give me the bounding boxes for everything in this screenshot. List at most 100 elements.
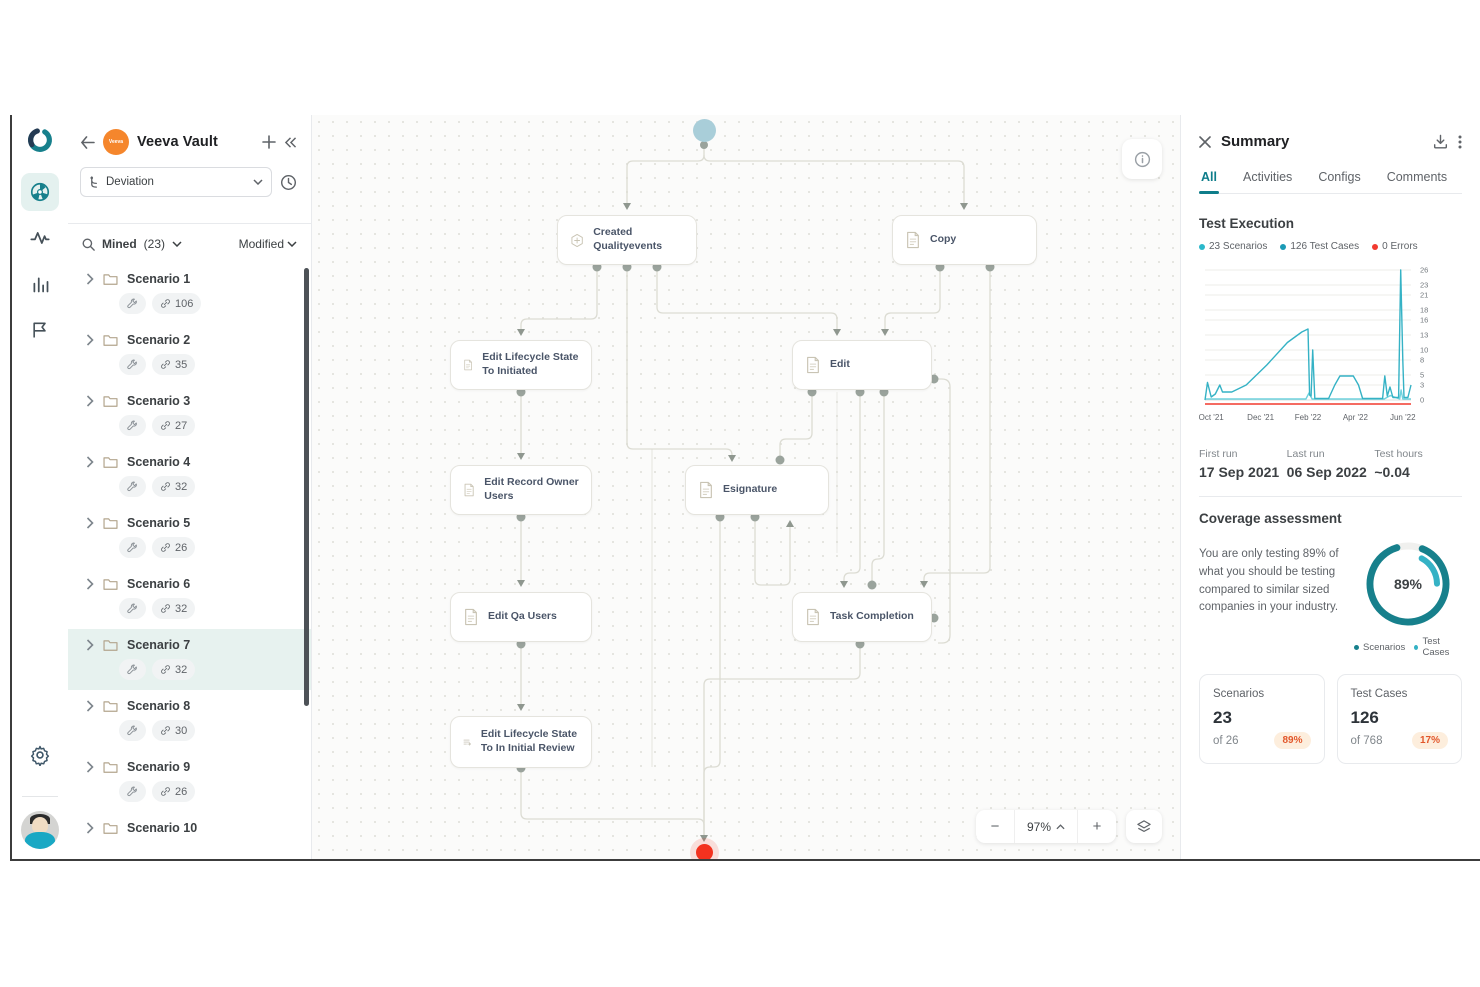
nav-flag-button[interactable] [21,311,59,349]
folder-icon [103,335,118,346]
scenario-item[interactable]: Scenario 9 26 [68,751,311,812]
process-node[interactable]: Created Qualityevents [557,215,697,265]
links-count-pill[interactable]: 27 [152,415,196,436]
add-button[interactable] [262,135,276,149]
user-avatar[interactable] [21,811,59,849]
metric-card: Scenarios 23 of 26 89% [1199,674,1325,764]
scenario-item[interactable]: Scenario 5 26 [68,507,311,568]
test-tool-pill[interactable] [119,720,146,741]
card-title: Test Cases [1350,688,1408,700]
tab-configs[interactable]: Configs [1318,170,1361,184]
zoom-level-button[interactable]: 97% [1014,810,1078,843]
process-node[interactable]: Edit [792,340,932,390]
zoom-out-button[interactable]: − [990,818,1000,835]
download-icon [1433,134,1448,149]
chevron-right-icon[interactable] [86,334,94,346]
document-icon [907,231,919,249]
links-count-pill[interactable]: 32 [152,598,196,619]
scenario-item[interactable]: Scenario 3 27 [68,385,311,446]
chevron-right-icon[interactable] [86,395,94,407]
collapse-sidebar-button[interactable] [284,136,297,148]
process-node[interactable]: Edit Record Owner Users [450,465,592,515]
scenario-item[interactable]: Scenario 8 30 [68,690,311,751]
search-icon[interactable] [82,238,95,251]
scenario-item[interactable]: Scenario 2 35 [68,324,311,385]
info-button[interactable] [1122,139,1162,179]
links-count-pill[interactable]: 35 [152,354,196,375]
nav-analytics-button[interactable] [21,265,59,303]
scenario-item[interactable]: Scenario 7 32 [68,629,311,690]
sidebar-scrollbar[interactable] [304,268,309,706]
process-node[interactable]: Copy [892,215,1037,265]
link-icon [161,299,170,308]
chevron-right-icon[interactable] [86,517,94,529]
mined-filter-count: (23) [143,237,166,251]
chevron-right-icon[interactable] [86,822,94,834]
process-node[interactable]: Task Completion [792,592,932,642]
chevron-right-icon[interactable] [86,273,94,285]
process-node[interactable]: Esignature [685,465,829,515]
chevron-right-icon[interactable] [86,700,94,712]
links-count-pill[interactable]: 106 [152,293,202,314]
links-count-pill[interactable]: 30 [152,720,196,741]
test-tool-pill[interactable] [119,659,146,680]
test-tool-pill[interactable] [119,415,146,436]
test-tool-pill[interactable] [119,537,146,558]
scenario-label: Scenario 2 [127,333,191,347]
node-label: Edit [830,358,850,371]
scenario-item[interactable]: Scenario 6 32 [68,568,311,629]
folder-icon [103,274,118,285]
process-select[interactable]: Deviation [80,167,272,197]
download-button[interactable] [1433,134,1448,149]
process-node[interactable]: Edit Qa Users [450,592,592,642]
end-node[interactable] [696,844,713,859]
chevron-right-icon[interactable] [86,761,94,773]
arrow-left-icon [80,135,95,149]
more-options-button[interactable] [1458,135,1462,149]
chevron-right-icon[interactable] [86,456,94,468]
links-count-pill[interactable]: 26 [152,537,196,558]
test-tool-pill[interactable] [119,293,146,314]
legend-dot [1280,243,1287,250]
tab-activities[interactable]: Activities [1242,170,1293,184]
tab-all[interactable]: All [1199,166,1219,194]
history-button[interactable] [280,174,297,191]
chevron-right-icon[interactable] [86,578,94,590]
chevron-up-icon [1056,823,1065,829]
process-canvas[interactable]: Created Qualityevents Copy Edit Lifecycle … [312,115,1180,859]
test-tool-pill[interactable] [119,598,146,619]
chevron-down-icon[interactable] [172,241,182,247]
svg-text:21: 21 [1420,291,1428,300]
process-node[interactable]: Edit Lifecycle State To In Initial Revie… [450,716,592,768]
layers-button[interactable] [1126,810,1162,843]
metric-card: Test Cases 126 of 768 17% [1336,674,1462,764]
node-label: Edit Record Owner Users [484,476,579,502]
test-tool-pill[interactable] [119,781,146,802]
links-count-pill[interactable]: 32 [152,476,196,497]
tab-comments[interactable]: Comments [1386,170,1448,184]
gear-icon [30,745,50,766]
links-count-pill[interactable]: 32 [152,659,196,680]
scenario-item[interactable]: Scenario 1 106 [68,263,311,324]
zoom-in-button[interactable]: + [1092,818,1102,835]
back-button[interactable] [80,135,95,149]
chevron-right-icon[interactable] [86,639,94,651]
settings-button[interactable] [21,736,59,774]
wrench-icon [127,420,137,431]
test-execution-heading: Test Execution [1199,216,1295,231]
links-count-pill[interactable]: 26 [152,781,196,802]
test-tool-pill[interactable] [119,476,146,497]
mined-filter-dropdown[interactable]: Mined [102,237,137,251]
start-node[interactable] [693,119,716,142]
nav-activity-button[interactable] [21,219,59,257]
coverage-donut: 89% [1362,538,1454,630]
node-label: Esignature [723,483,778,496]
nav-process-map-button[interactable] [21,173,59,211]
sort-dropdown[interactable]: Modified [239,237,297,251]
card-badge: 89% [1274,732,1311,749]
process-node[interactable]: Edit Lifecycle State To Initiated [450,340,592,390]
test-tool-pill[interactable] [119,354,146,375]
scenario-item[interactable]: Scenario 4 32 [68,446,311,507]
scenario-item[interactable]: Scenario 10 [68,812,311,845]
close-panel-button[interactable] [1199,135,1211,148]
